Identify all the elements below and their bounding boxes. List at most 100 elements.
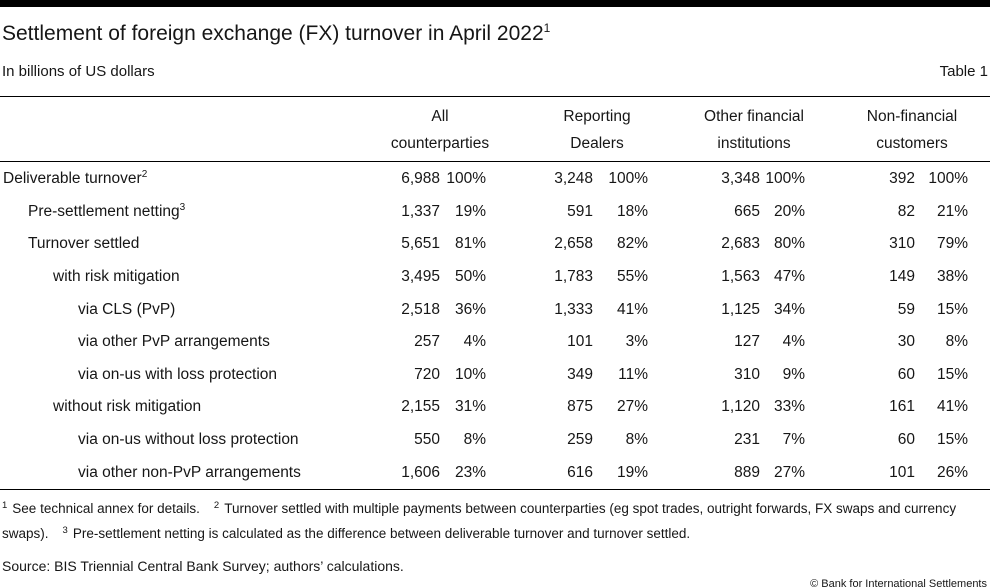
percent-cell: 9% xyxy=(782,365,805,383)
value-cell: 665 xyxy=(734,202,760,220)
percent-cell: 4% xyxy=(463,333,486,351)
value-cell: 1,783 xyxy=(554,268,593,286)
row-footnote-marker: 3 xyxy=(179,201,186,213)
page-title-text: Settlement of foreign exchange (FX) turn… xyxy=(2,22,544,45)
column-header: Reporting Dealers xyxy=(563,103,630,157)
percent-cell: 19% xyxy=(616,463,648,481)
percent-cell: 15% xyxy=(936,300,968,318)
copyright-line: © Bank for International Settlements xyxy=(810,578,987,587)
row-label: Deliverable turnover2 xyxy=(3,169,148,188)
value-cell: 310 xyxy=(734,365,760,383)
value-cell: 349 xyxy=(567,365,593,383)
value-cell: 1,337 xyxy=(401,202,440,220)
value-cell: 1,563 xyxy=(721,268,760,286)
column-header: All counterparties xyxy=(391,103,489,157)
value-cell: 60 xyxy=(897,431,915,449)
value-cell: 6,988 xyxy=(401,170,440,188)
percent-cell: 81% xyxy=(454,235,486,253)
value-cell: 149 xyxy=(889,268,915,286)
table-rows: Deliverable turnover2 6,988 100% 3,248 100% 3… xyxy=(0,162,990,489)
percent-cell: 15% xyxy=(936,431,968,449)
percent-cell: 41% xyxy=(936,398,968,416)
value-cell: 60 xyxy=(897,365,915,383)
column-header-line1: Non-financial xyxy=(866,108,958,125)
percent-cell: 100% xyxy=(608,170,648,188)
percent-cell: 15% xyxy=(936,365,968,383)
column-header-line1: Reporting xyxy=(563,108,631,125)
title-footnote-marker: 1 xyxy=(543,21,551,35)
units-label: In billions of US dollars xyxy=(2,63,155,80)
value-cell: 259 xyxy=(567,431,593,449)
percent-cell: 26% xyxy=(936,463,968,481)
row-label: via on-us without loss protection xyxy=(78,431,299,449)
value-cell: 3,495 xyxy=(401,268,440,286)
value-cell: 310 xyxy=(889,235,915,253)
footnote-marker: 2 xyxy=(213,499,220,511)
value-cell: 82 xyxy=(897,202,915,220)
percent-cell: 31% xyxy=(454,398,486,416)
value-cell: 231 xyxy=(734,431,760,449)
value-cell: 2,658 xyxy=(554,235,593,253)
row-label: via CLS (PvP) xyxy=(78,300,176,318)
row-label: via other PvP arrangements xyxy=(78,333,270,351)
row-label: without risk mitigation xyxy=(53,398,202,416)
value-cell: 550 xyxy=(414,431,440,449)
table-row: via other PvP arrangements 257 4% 101 3% 127 4… xyxy=(0,326,990,359)
value-cell: 889 xyxy=(734,463,760,481)
row-label: with risk mitigation xyxy=(53,268,180,286)
value-cell: 392 xyxy=(889,170,915,188)
column-header: Non-financial customers xyxy=(867,103,957,157)
table-row: with risk mitigation 3,495 50% 1,783 55% 1,56… xyxy=(0,261,990,294)
value-cell: 2,683 xyxy=(721,235,760,253)
column-header-line2: Dealers xyxy=(570,135,624,152)
table-row: Deliverable turnover2 6,988 100% 3,248 100% 3… xyxy=(0,163,990,196)
subtitle-row: In billions of US dollars Table 1 xyxy=(2,63,988,81)
footnote-marker: 3 xyxy=(62,524,68,536)
value-cell: 2,518 xyxy=(401,300,440,318)
value-cell: 1,125 xyxy=(721,300,760,318)
value-cell: 101 xyxy=(567,333,593,351)
value-cell: 30 xyxy=(897,333,915,351)
percent-cell: 33% xyxy=(773,398,805,416)
percent-cell: 41% xyxy=(616,300,648,318)
value-cell: 875 xyxy=(567,398,593,416)
value-cell: 101 xyxy=(889,463,915,481)
percent-cell: 50% xyxy=(454,268,486,286)
value-cell: 161 xyxy=(889,398,915,416)
value-cell: 2,155 xyxy=(401,398,440,416)
percent-cell: 8% xyxy=(945,333,968,351)
value-cell: 59 xyxy=(897,300,915,318)
value-cell: 720 xyxy=(414,365,440,383)
value-cell: 1,333 xyxy=(554,300,593,318)
table-row: via on-us with loss protection 720 10% 349 1… xyxy=(0,359,990,392)
footnotes: 1 See technical annex for details. 2 Turnov… xyxy=(2,496,988,546)
footnote-marker: 1 xyxy=(2,499,8,511)
value-cell: 1,606 xyxy=(401,463,440,481)
value-cell: 3,248 xyxy=(554,170,593,188)
percent-cell: 100% xyxy=(765,170,805,188)
value-cell: 1,120 xyxy=(721,398,760,416)
rule-above-header xyxy=(0,96,990,97)
row-label: via other non-PvP arrangements xyxy=(78,463,301,481)
percent-cell: 80% xyxy=(773,235,805,253)
source-line: Source: BIS Triennial Central Bank Surve… xyxy=(2,558,404,574)
table-row: Turnover settled 5,651 81% 2,658 82% 2,683 80%… xyxy=(0,228,990,261)
percent-cell: 7% xyxy=(782,431,805,449)
percent-cell: 19% xyxy=(454,202,486,220)
percent-cell: 8% xyxy=(463,431,486,449)
column-header: Other financial institutions xyxy=(704,103,804,157)
table-row: Pre-settlement netting3 1,337 19% 591 18% 665… xyxy=(0,196,990,229)
percent-cell: 10% xyxy=(454,365,486,383)
percent-cell: 4% xyxy=(782,333,805,351)
footnote-text: Turnover settled with multiple payments … xyxy=(2,501,957,541)
percent-cell: 36% xyxy=(454,300,486,318)
percent-cell: 27% xyxy=(773,463,805,481)
table-row: via other non-PvP arrangements 1,606 23% 61… xyxy=(0,456,990,489)
value-cell: 616 xyxy=(567,463,593,481)
row-label: via on-us with loss protection xyxy=(78,365,278,383)
percent-cell: 38% xyxy=(936,268,968,286)
percent-cell: 82% xyxy=(616,235,648,253)
percent-cell: 47% xyxy=(773,268,805,286)
value-cell: 3,348 xyxy=(721,170,760,188)
value-cell: 5,651 xyxy=(401,235,440,253)
